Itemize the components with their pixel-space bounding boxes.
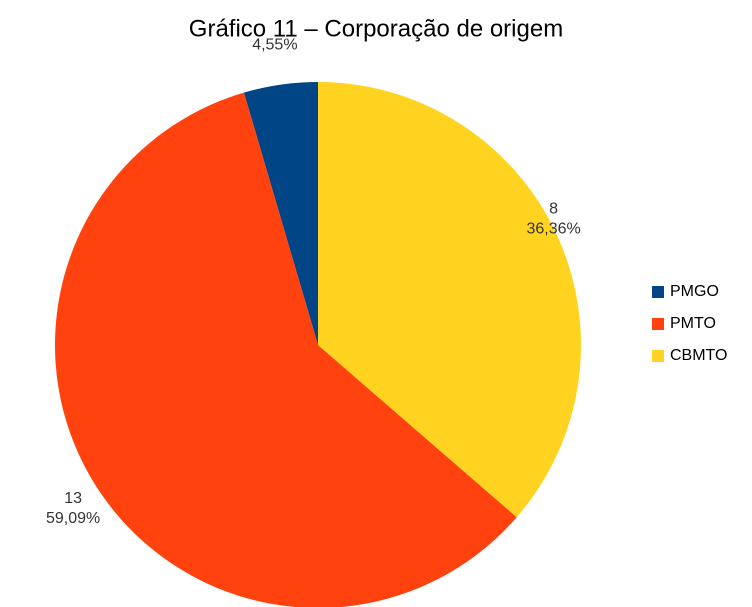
legend-swatch <box>652 286 664 298</box>
data-label: 8 <box>549 200 558 217</box>
pie-slice <box>318 82 581 518</box>
pie-slice <box>55 92 517 607</box>
pie-slice <box>243 82 318 345</box>
data-label: 4,55% <box>252 36 297 53</box>
legend-swatch <box>652 350 664 362</box>
legend-label: CBMTO <box>670 347 727 364</box>
legend-label: PMTO <box>670 315 716 332</box>
legend-label: PMGO <box>670 283 719 300</box>
data-label: 13 <box>64 490 82 507</box>
data-label: 59,09% <box>46 510 100 527</box>
legend-swatch <box>652 318 664 330</box>
data-label: 36,36% <box>526 220 580 237</box>
chart-title: Gráfico 11 – Corporação de origem <box>189 15 563 42</box>
